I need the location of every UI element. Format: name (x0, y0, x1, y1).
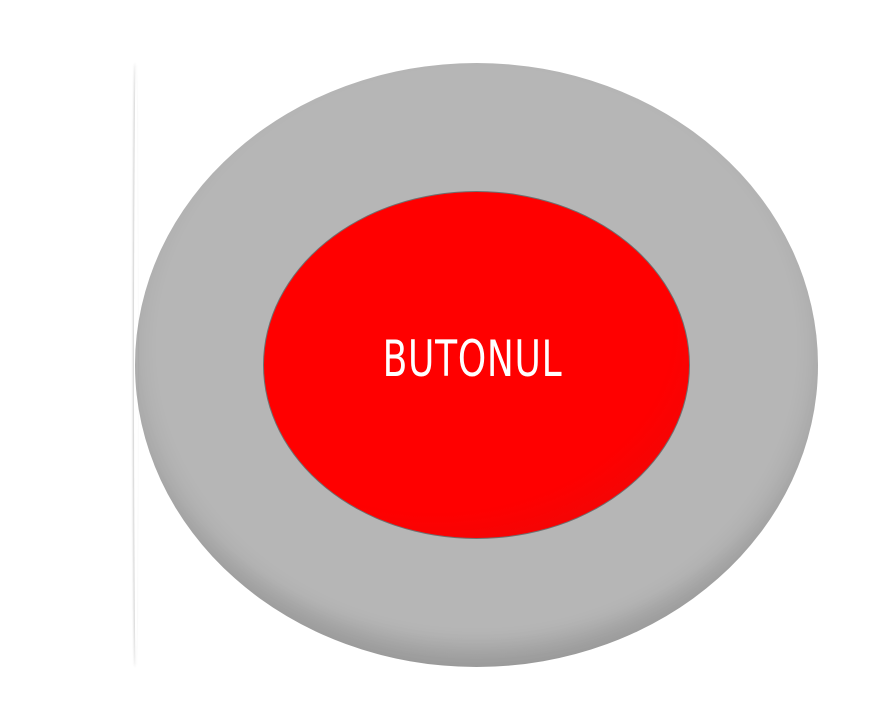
button-label: Butonul (382, 330, 563, 388)
red-push-button[interactable]: Butonul (263, 191, 690, 539)
